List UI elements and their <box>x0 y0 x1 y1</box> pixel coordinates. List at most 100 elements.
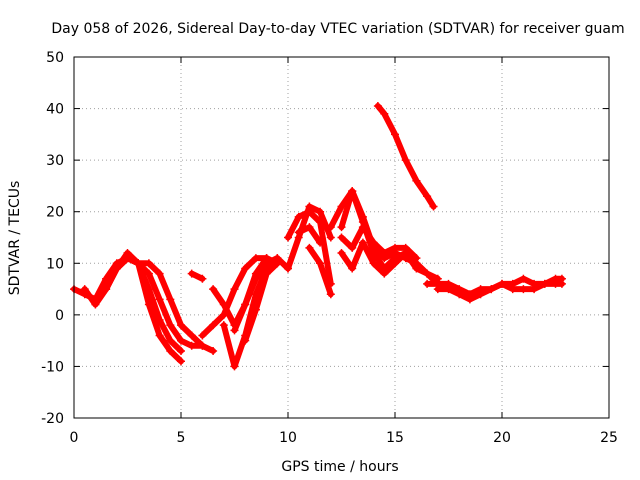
x-tick-label: 5 <box>177 430 186 446</box>
data-point-marker <box>177 321 185 330</box>
series-trace <box>220 255 281 370</box>
data-point-marker <box>144 259 153 268</box>
data-point-marker <box>337 223 346 232</box>
x-tick-label: 10 <box>279 430 297 446</box>
data-point-marker <box>284 264 292 273</box>
data-point-marker <box>326 290 335 299</box>
data-point-marker <box>316 259 325 268</box>
data-point-marker <box>423 279 432 288</box>
data-point-marker <box>284 233 292 242</box>
series-track-21 <box>433 279 566 304</box>
data-point-marker <box>412 176 421 185</box>
x-tick-label: 25 <box>600 430 618 446</box>
data-point-marker <box>540 279 549 288</box>
data-point-marker <box>166 336 175 345</box>
data-series-layer <box>70 101 566 371</box>
data-point-marker <box>423 192 432 201</box>
data-point-marker <box>487 285 496 294</box>
data-point-marker <box>305 207 314 216</box>
data-point-marker <box>337 202 346 211</box>
chart-title: Day 058 of 2026, Sidereal Day-to-day VTE… <box>51 21 624 37</box>
data-point-marker <box>230 326 239 335</box>
data-point-marker <box>262 269 271 278</box>
data-point-marker <box>380 109 389 118</box>
data-point-marker <box>187 331 196 340</box>
data-point-marker <box>177 336 185 345</box>
series-trace <box>338 239 420 277</box>
data-point-marker <box>316 218 325 227</box>
data-point-marker <box>476 290 485 299</box>
data-point-marker <box>316 238 325 247</box>
data-point-marker <box>358 223 367 232</box>
data-point-marker <box>337 233 346 242</box>
x-axis-label: GPS time / hours <box>281 459 398 475</box>
data-point-marker <box>155 269 164 278</box>
data-point-marker <box>187 341 196 350</box>
series-track-9 <box>230 254 292 335</box>
data-point-marker <box>177 357 185 366</box>
data-point-marker <box>369 238 378 247</box>
data-point-marker <box>166 346 175 355</box>
x-tick-label: 15 <box>386 430 404 446</box>
data-point-marker <box>508 285 517 294</box>
data-point-marker <box>498 279 506 288</box>
series-track-13 <box>305 243 335 299</box>
tick-labels: 0 5 10 15 20 25 -20 -10 0 10 20 30 40 50 <box>41 50 618 446</box>
data-point-marker <box>187 269 196 278</box>
y-tick-label: 20 <box>46 205 64 221</box>
data-point-marker <box>326 233 335 242</box>
data-point-marker <box>219 310 228 319</box>
y-tick-label: -10 <box>41 359 64 375</box>
data-point-marker <box>144 269 153 278</box>
data-point-marker <box>230 285 239 294</box>
series-track-18 <box>337 238 421 278</box>
data-point-marker <box>294 228 303 237</box>
y-axis-label: SDTVAR / TECUs <box>7 181 23 296</box>
data-point-marker <box>112 264 121 273</box>
data-point-marker <box>358 238 367 247</box>
data-point-marker <box>241 300 250 309</box>
data-point-marker <box>219 321 228 330</box>
data-point-marker <box>401 156 410 165</box>
data-point-marker <box>455 290 464 299</box>
data-point-marker <box>391 243 399 252</box>
data-point-marker <box>198 331 207 340</box>
data-point-marker <box>444 285 453 294</box>
data-point-marker <box>80 285 89 294</box>
data-point-marker <box>241 264 250 273</box>
data-point-marker <box>373 101 382 110</box>
data-point-marker <box>391 130 399 139</box>
series-trace <box>338 188 441 287</box>
data-point-marker <box>155 316 164 325</box>
data-point-marker <box>348 243 357 252</box>
data-point-marker <box>305 243 314 252</box>
series-track-17 <box>337 223 421 263</box>
data-point-marker <box>412 259 421 268</box>
axis-ticks <box>73 56 610 419</box>
data-point-marker <box>530 285 539 294</box>
data-point-marker <box>123 254 132 263</box>
x-tick-label: 20 <box>493 430 511 446</box>
data-point-marker <box>262 259 271 268</box>
data-point-marker <box>423 269 432 278</box>
data-point-marker <box>166 321 175 330</box>
series-track-4 <box>102 254 207 350</box>
data-point-marker <box>251 305 260 314</box>
data-point-marker <box>102 285 111 294</box>
series-track-14 <box>294 223 325 247</box>
data-point-marker <box>557 279 566 288</box>
data-point-marker <box>155 331 164 340</box>
data-point-marker <box>273 259 282 268</box>
data-point-marker <box>380 248 389 257</box>
data-point-marker <box>519 274 528 283</box>
series-track-10 <box>241 259 282 345</box>
data-point-marker <box>230 362 239 371</box>
data-point-marker <box>251 254 260 263</box>
y-tick-label: -20 <box>41 411 64 427</box>
data-point-marker <box>177 346 185 355</box>
data-point-marker <box>241 336 250 345</box>
x-tick-label: 0 <box>70 430 79 446</box>
data-point-marker <box>198 274 207 283</box>
data-point-marker <box>209 321 218 330</box>
